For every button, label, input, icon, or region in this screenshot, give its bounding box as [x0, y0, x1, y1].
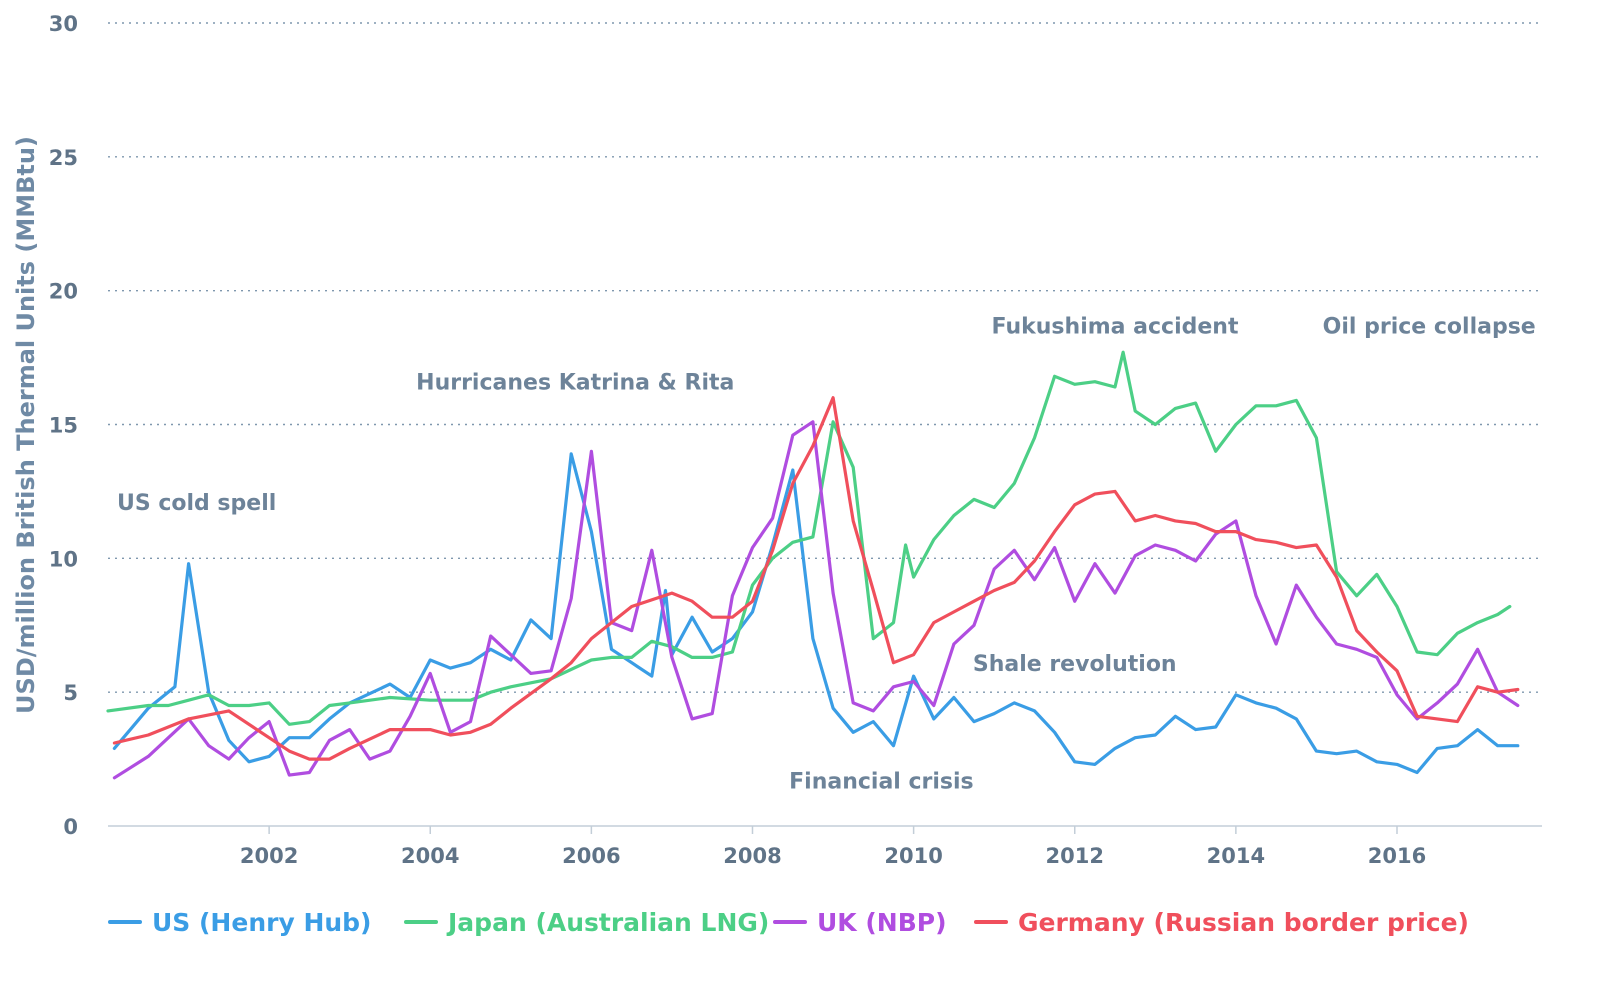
annotation-label: Fukushima accident [992, 314, 1239, 339]
legend-item-1[interactable]: Japan (Australian LNG) [404, 908, 769, 937]
annotation-label: Oil price collapse [1323, 314, 1536, 339]
x-tick-label: 2006 [562, 844, 620, 868]
annotation-label: Hurricanes Katrina & Rita [416, 371, 734, 396]
legend-label: Germany (Russian border price) [1018, 908, 1469, 937]
annotations: US cold spell Hurricanes Katrina & Rita Fu… [117, 314, 1536, 794]
y-tick-label: 0 [63, 815, 78, 839]
y-tick-label: 25 [49, 146, 78, 170]
annotation-label: US cold spell [117, 491, 276, 516]
x-tick-label: 2008 [723, 844, 781, 868]
x-tick-label: 2010 [884, 844, 942, 868]
y-tick-label: 20 [49, 280, 78, 304]
series-line-0 [112, 452, 1520, 775]
x-tick-label: 2002 [240, 844, 298, 868]
x-tick-label: 2016 [1368, 844, 1426, 868]
legend: US (Henry Hub) Japan (Australian LNG) UK (… [108, 908, 1469, 937]
y-axis-title: USD/million British Thermal Units (MMBtu… [12, 136, 40, 714]
legend-item-3[interactable]: Germany (Russian border price) [974, 908, 1469, 937]
annotation-label: Shale revolution [973, 652, 1177, 677]
legend-label: Japan (Australian LNG) [446, 908, 769, 937]
legend-label: US (Henry Hub) [152, 908, 371, 937]
legend-label: UK (NBP) [817, 908, 947, 937]
legend-item-0[interactable]: US (Henry Hub) [108, 908, 371, 937]
legend-item-2[interactable]: UK (NBP) [773, 908, 947, 937]
y-tick-label: 15 [49, 414, 78, 438]
y-tick-label: 5 [63, 681, 78, 705]
y-tick-label: 30 [49, 12, 78, 36]
annotation-label: Financial crisis [789, 770, 974, 795]
x-tick-label: 2004 [401, 844, 459, 868]
series-line-1 [106, 350, 1512, 726]
x-tick-label: 2014 [1207, 844, 1265, 868]
x-tick-label: 2012 [1046, 844, 1104, 868]
series-lines [106, 350, 1520, 780]
y-tick-label: 10 [49, 547, 78, 571]
series-line-3 [112, 396, 1520, 761]
grid-lines [108, 22, 1542, 693]
axes: 0 5 10 15 20 25 30 2002 2004 2006 2008 2010 2012 2014… [49, 12, 1542, 868]
